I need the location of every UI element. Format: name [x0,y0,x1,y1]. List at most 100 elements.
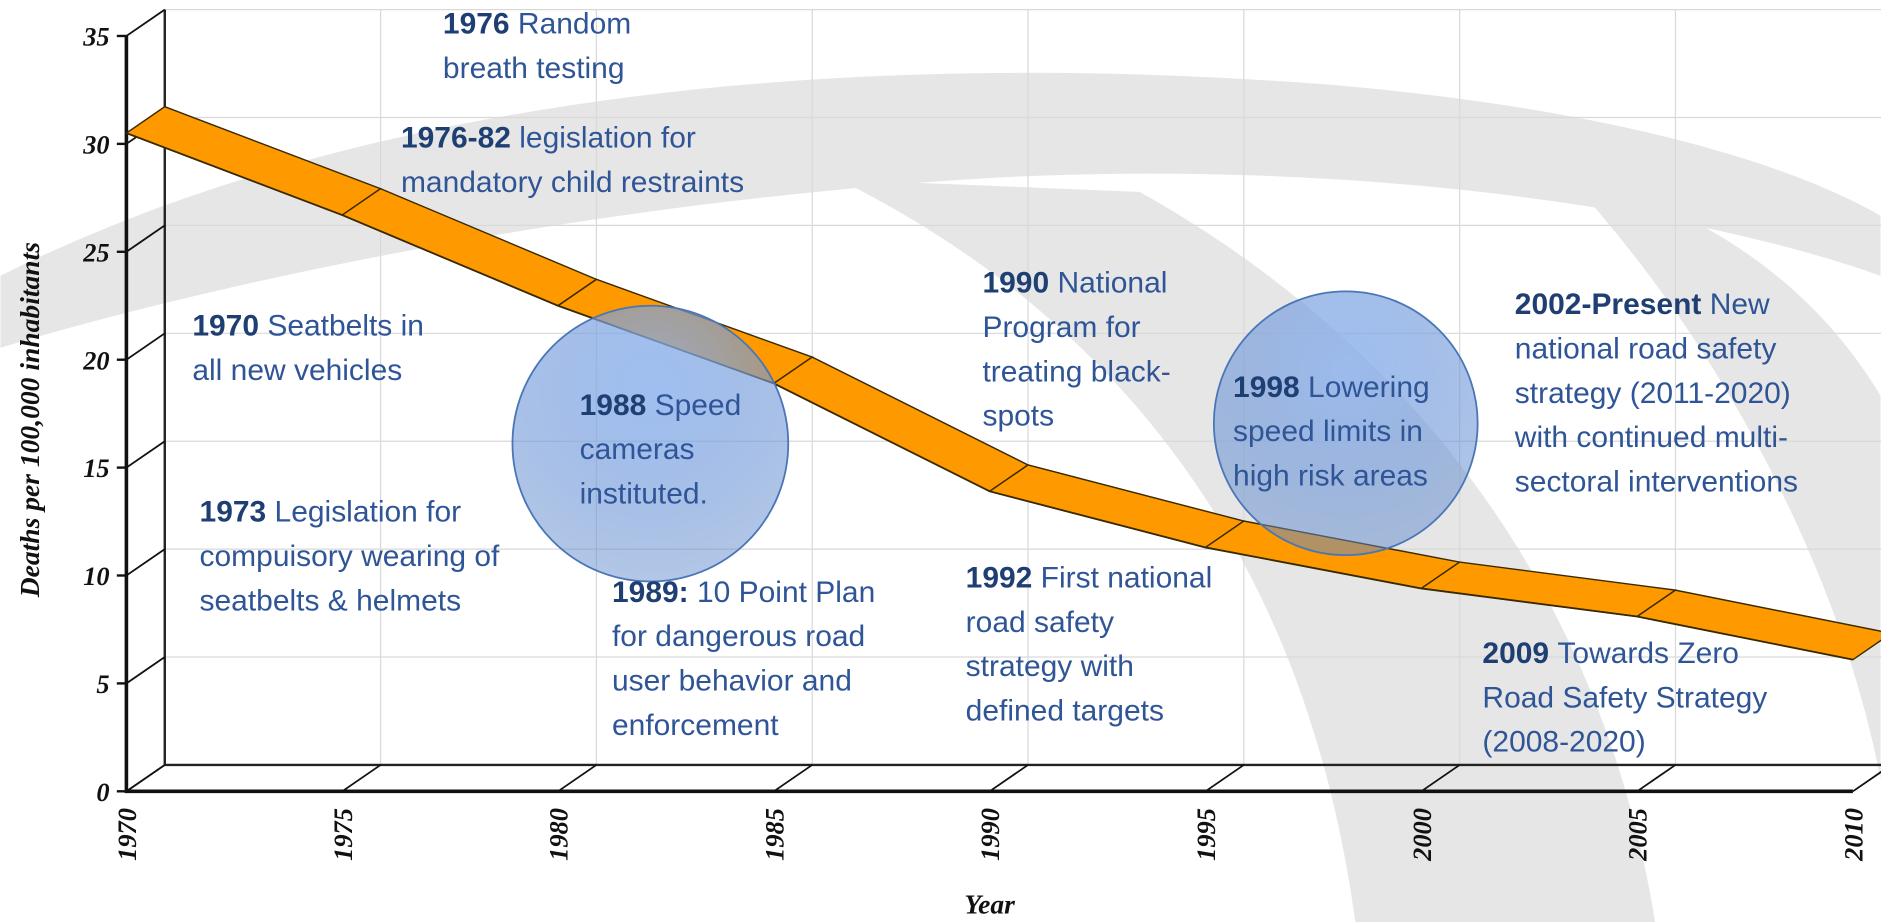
annotation-line: spots [982,400,1054,433]
y-tick-label: 30 [82,130,109,159]
x-tick-label: 2010 [1839,808,1868,862]
annotation-text: spots [982,400,1054,433]
x-tick-depth [1204,764,1245,793]
annotation-line: compuisory wearing of [200,540,500,573]
line [126,132,1854,661]
x-tick-depth [989,764,1029,793]
x-tick-depth [1420,764,1461,793]
annotation-text: (2008-2020) [1482,726,1645,759]
annotation-year: 1988 [580,389,647,422]
x-tick-label: 1970 [113,808,142,861]
y-tick-depth [125,8,166,37]
annotation-line: strategy (2011-2020) [1515,377,1791,410]
annotation-text: instituted. [580,478,708,511]
x-tick-label: 1980 [545,808,574,861]
x-tick-label: 2005 [1624,808,1653,862]
annotation-text: high risk areas [1233,460,1428,493]
annotation-text: breath testing [443,52,625,85]
annotations: 1976 Random breath testing 1976-82 legisla… [192,8,1798,759]
annotation-year: 1973 [200,496,267,529]
y-tick-depth [125,440,166,469]
annotation-year: 1976-82 [401,121,511,154]
annotation-line: road safety [966,606,1114,639]
annotation-line: breath testing [443,52,625,85]
annotation-text: compuisory wearing of [200,540,500,573]
annotation-line: defined targets [966,695,1164,728]
annotation-line: instituted. [580,478,708,511]
annotation-text: Program for [982,311,1140,344]
annotation-year: 2009 [1482,637,1549,670]
annotation-line: seatbelts & helmets [200,584,462,617]
annotation-line: enforcement [612,709,779,742]
annotation-text: First national [1041,561,1213,594]
bubble [511,304,790,583]
annotation-year: 1992 [966,561,1033,594]
annotation-line: treating black- [982,355,1170,388]
annotation-line: all new vehicles [192,354,402,387]
annotation-text: strategy (2011-2020) [1515,377,1791,410]
annotation-text: Random [518,8,631,41]
annotation-text: Road Safety Strategy [1482,681,1767,714]
annotation-line: (2008-2020) [1482,726,1645,759]
annotation-text: Towards Zero [1557,637,1739,670]
annotation-line: 1988 Speed [580,389,742,422]
annotation-text: national road safety [1515,332,1777,365]
annotation-line: strategy with [966,650,1134,683]
y-tick-label: 20 [82,346,109,375]
front-axes [124,35,1853,794]
annotation-line: Program for [982,311,1140,344]
x-tick-depth [125,764,166,793]
annotation-year: 1970 [192,310,259,343]
annotation-year: 1976 [443,8,510,41]
x-tick-depth [1636,764,1676,793]
annotation-text: seatbelts & helmets [200,584,462,617]
annotation-line: user behavior and [612,665,852,698]
x-tick-label: 2000 [1408,808,1437,862]
annotation-text: strategy with [966,650,1134,683]
x-tick-depth [341,764,382,793]
y-tick-label: 25 [82,238,109,267]
annotation-line: with continued multi- [1514,421,1788,454]
annotation-line: cameras [580,433,695,466]
annotation-text: defined targets [966,695,1164,728]
highlight-bubbles [511,290,1479,583]
annotation-line: 1998 Lowering [1233,371,1430,404]
annotation-text: treating black- [982,355,1170,388]
annotation-line: 1973 Legislation for [200,496,462,529]
annotation-text: sectoral interventions [1515,466,1798,499]
y-tick-depth [125,548,166,577]
annotation-text: road safety [966,606,1114,639]
annotation-text: for dangerous road [612,620,865,653]
annotation-text: with continued multi- [1514,421,1788,454]
x-tick-label: 1985 [760,808,789,861]
axes: 0 5 10 15 20 25 30 35 1970 1975 1980 1985 1990 1995 20… [82,8,1881,862]
annotation-text: 10 Point Plan [697,576,875,609]
y-tick-depth [125,656,166,685]
x-tick-depth [557,764,597,793]
annotation-text: Legislation for [275,496,462,529]
annotation-text: Seatbelts in [267,310,424,343]
annotation-line: Road Safety Strategy [1482,681,1767,714]
annotation-line: 1970 Seatbelts in [192,310,424,343]
annotation-year: 1989: [612,576,689,609]
annotation-text: Speed [655,389,742,422]
annotation-line: 2009 Towards Zero [1482,637,1739,670]
x-tick-depth [1852,770,1881,793]
x-tick-label: 1990 [976,808,1005,861]
y-tick-label: 35 [82,23,109,52]
x-tick-label: 1975 [329,808,358,861]
annotation-line: 1989: 10 Point Plan [612,576,875,609]
annotation-text: legislation for [519,121,696,154]
x-tick-depth [773,764,813,793]
bubble [1212,290,1479,557]
annotation-line: for dangerous road [612,620,865,653]
annotation-text: mandatory child restraints [401,166,744,199]
annotation-line: sectoral interventions [1515,466,1798,499]
annotation-year: 1990 [982,267,1049,300]
annotation-line: 1992 First national [966,561,1213,594]
annotation-line: mandatory child restraints [401,166,744,199]
annotation-line: 1976-82 legislation for [401,121,696,154]
annotation-line: 1976 Random [443,8,631,41]
annotation-line: speed limits in [1233,415,1423,448]
y-tick-depth [125,332,166,361]
